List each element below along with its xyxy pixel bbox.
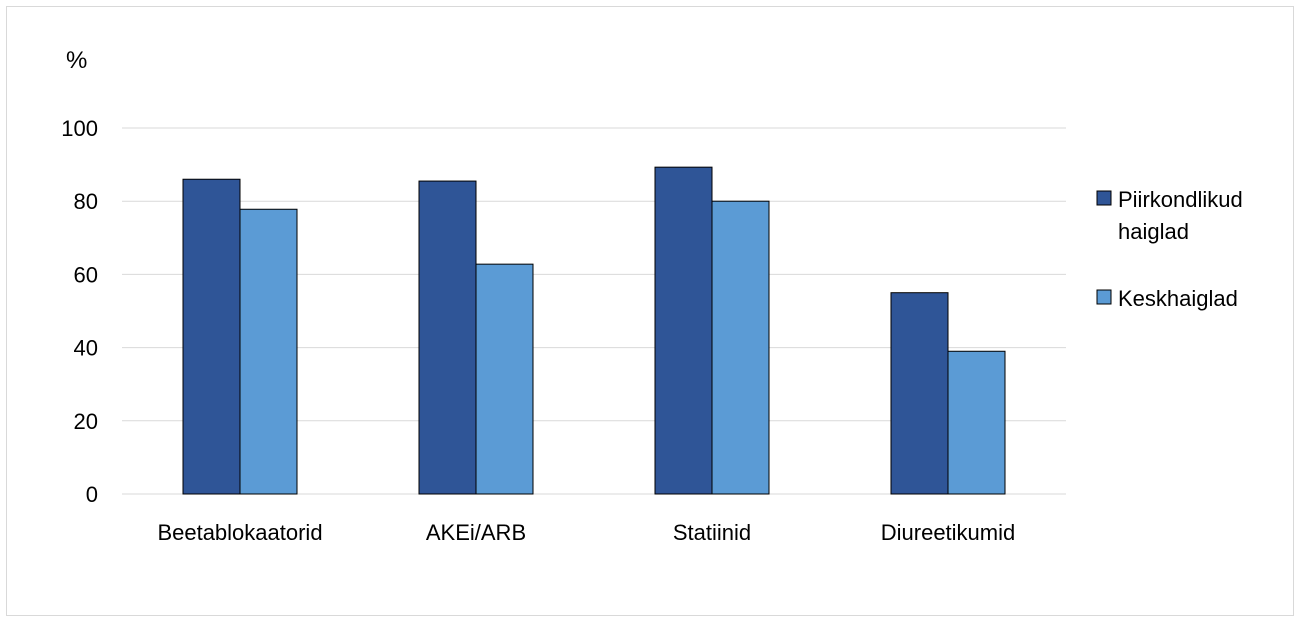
bar (654, 166, 713, 495)
legend-swatch (1096, 289, 1112, 305)
legend-swatch (1096, 190, 1112, 206)
x-category-label: Beetablokaatorid (157, 520, 322, 545)
y-tick-label: 80 (74, 189, 98, 214)
x-category-label: AKEi/ARB (426, 520, 526, 545)
y-axis-ticks: 0 20 40 60 80 100 (61, 116, 98, 507)
legend-label: Keskhaiglad (1118, 286, 1238, 311)
x-category-label: Statiinid (673, 520, 751, 545)
y-unit-label: % (66, 47, 87, 74)
x-axis-categories: Beetablokaatorid AKEi/ARB Statiinid Diureet… (157, 520, 1015, 545)
legend-label: Piirkondlikud haiglad (1118, 187, 1243, 244)
legend: Piirkondlikud haiglad Keskhaiglad (1096, 187, 1243, 311)
y-tick-label: 100 (61, 116, 98, 141)
y-tick-label: 60 (74, 262, 98, 287)
bar (418, 180, 477, 495)
x-category-label: Diureetikumid (881, 520, 1016, 545)
bar (947, 350, 1006, 495)
y-tick-label: 40 (74, 336, 98, 361)
bars (182, 166, 1006, 495)
y-tick-label: 0 (86, 482, 98, 507)
bar (239, 208, 298, 495)
bar (475, 263, 534, 495)
bar (890, 292, 949, 495)
bar (182, 178, 241, 495)
bar (711, 200, 770, 495)
y-tick-label: 20 (74, 409, 98, 434)
